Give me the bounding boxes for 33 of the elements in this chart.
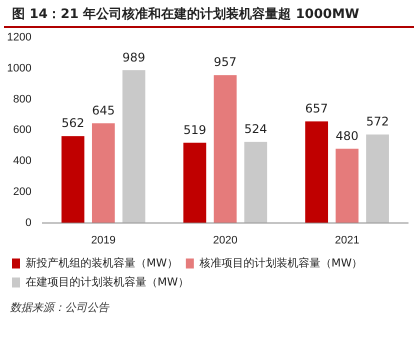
legend-label: 新投产机组的装机容量（MW） — [26, 256, 178, 270]
bar — [336, 148, 358, 223]
data-label: 657 — [305, 102, 328, 116]
bar — [183, 142, 206, 223]
x-tick-label: 2019 — [91, 234, 116, 246]
bar — [62, 136, 84, 223]
y-tick-label: 800 — [13, 93, 32, 106]
bar — [92, 123, 115, 223]
data-label: 480 — [336, 128, 359, 143]
y-tick-label: 0 — [25, 216, 32, 229]
data-label: 519 — [183, 122, 206, 137]
source-note: 数据来源：公司公告 — [9, 300, 110, 316]
bar — [305, 121, 328, 223]
bar — [122, 70, 146, 223]
data-label: 645 — [92, 103, 115, 118]
legend-label: 在建项目的计划装机容量（MW） — [26, 275, 189, 288]
legend-label: 核准项目的计划装机容量（MW） — [198, 256, 363, 270]
chart-title: 图 14：21 年公司核准和在建的计划装机容量超 1000MW — [4, 0, 414, 28]
x-tick-label: 2021 — [334, 234, 360, 246]
y-tick-label: 1200 — [6, 32, 32, 44]
y-tick-label: 400 — [13, 155, 32, 168]
y-tick-label: 600 — [13, 124, 32, 136]
y-tick-label: 200 — [13, 186, 32, 198]
data-label: 957 — [214, 55, 237, 70]
y-tick-label: 1000 — [6, 62, 32, 74]
data-label: 524 — [244, 122, 268, 136]
bar — [214, 75, 237, 223]
data-label: 562 — [61, 116, 84, 130]
data-label: 572 — [366, 114, 389, 129]
bar — [366, 134, 389, 223]
bar — [244, 142, 268, 223]
x-tick-label: 2020 — [212, 234, 238, 246]
data-label: 989 — [122, 50, 146, 64]
